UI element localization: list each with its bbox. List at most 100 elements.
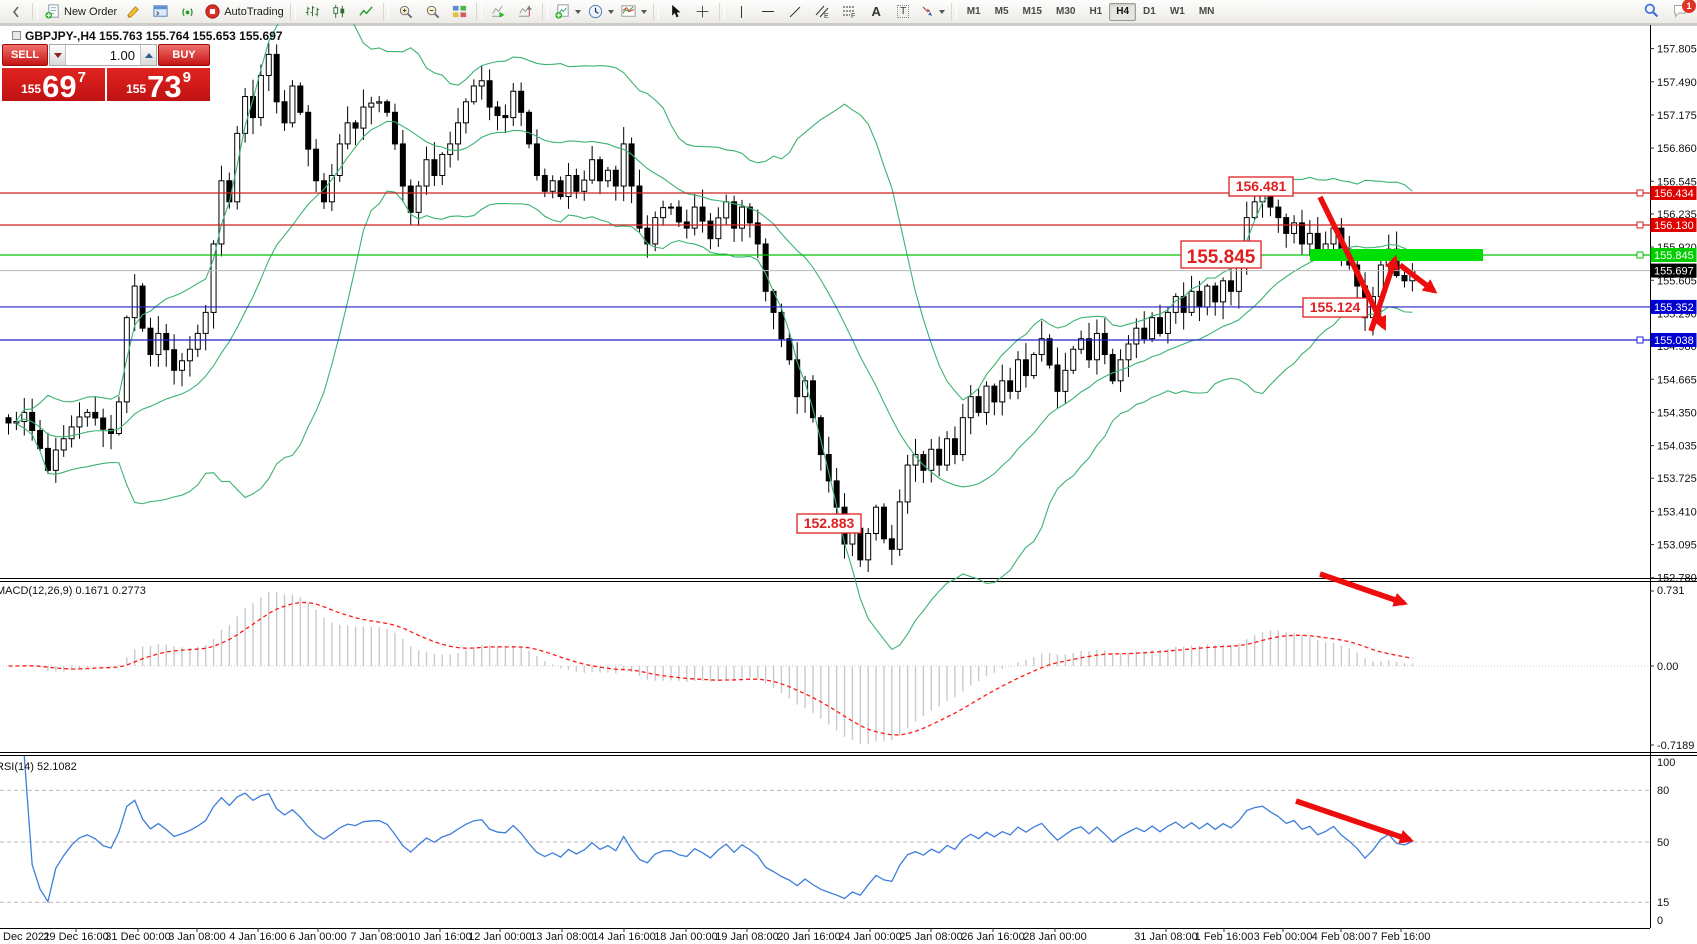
chevron-down-icon — [640, 9, 647, 14]
svg-text:156.545: 156.545 — [1657, 176, 1697, 188]
chevron-down-icon — [607, 9, 614, 14]
volume-increase-button[interactable] — [140, 45, 156, 65]
collapse-chevron-button[interactable] — [2, 0, 29, 23]
svg-text:0.731: 0.731 — [1657, 585, 1685, 597]
chevron-down-icon — [938, 9, 945, 14]
horizontal-line-button[interactable] — [755, 0, 782, 23]
svg-text:154.665: 154.665 — [1657, 374, 1697, 386]
signals-icon — [179, 3, 196, 20]
timeframe-m30-button[interactable]: M30 — [1055, 5, 1076, 17]
tile-windows-button[interactable] — [446, 0, 473, 23]
timeframe-h1-button[interactable]: H1 — [1089, 5, 1103, 17]
sell-button[interactable]: SELL — [2, 44, 48, 66]
svg-text:26 Jan 16:00: 26 Jan 16:00 — [961, 931, 1025, 943]
timeframe-m1-button[interactable]: M1 — [966, 5, 981, 17]
svg-text:0: 0 — [1657, 915, 1663, 927]
svg-text:0.00: 0.00 — [1657, 661, 1678, 673]
fibonacci-button[interactable]: F — [836, 0, 863, 23]
timeframe-d1-button[interactable]: D1 — [1143, 5, 1156, 17]
svg-text:29 Dec 16:00: 29 Dec 16:00 — [43, 931, 108, 943]
svg-text:1 Feb 16:00: 1 Feb 16:00 — [1195, 931, 1254, 943]
crosshair-button[interactable] — [689, 0, 716, 23]
zoom-out-icon — [424, 3, 441, 20]
svg-text:156.434: 156.434 — [1654, 188, 1694, 200]
toolbar-separator — [718, 3, 725, 20]
svg-text:Dec 2021: Dec 2021 — [3, 931, 50, 943]
svg-text:155.605: 155.605 — [1657, 275, 1697, 287]
bar-chart-button[interactable] — [299, 0, 326, 23]
auto-scroll-icon — [490, 3, 507, 20]
timeframe-mn-button[interactable]: MN — [1198, 5, 1215, 17]
svg-text:31 Jan 08:00: 31 Jan 08:00 — [1134, 931, 1198, 943]
templates-button[interactable] — [617, 0, 650, 23]
svg-text:10 Jan 16:00: 10 Jan 16:00 — [408, 931, 472, 943]
svg-text:153.410: 153.410 — [1657, 506, 1697, 518]
text-button[interactable]: A — [863, 0, 890, 23]
notifications-icon[interactable]: 1 — [1672, 0, 1696, 24]
svg-text:6 Jan 00:00: 6 Jan 00:00 — [289, 931, 347, 943]
tile-windows-icon — [451, 3, 468, 20]
timeframe-h4-button[interactable]: H4 — [1109, 2, 1137, 21]
terminal-button[interactable] — [147, 0, 174, 23]
svg-text:157.175: 157.175 — [1657, 110, 1697, 122]
autotrading-button[interactable]: AutoTrading — [201, 0, 287, 23]
svg-text:80: 80 — [1657, 785, 1669, 797]
rsi-indicator: RSI(14) 52.1082 100 80 50 15 0 — [0, 755, 1675, 927]
vertical-line-button[interactable] — [728, 0, 755, 23]
sell-price-pip: 7 — [77, 69, 86, 86]
chart-window-icon — [12, 31, 21, 40]
svg-text:F: F — [851, 13, 855, 19]
trendline-button[interactable] — [782, 0, 809, 23]
svg-text:153.725: 153.725 — [1657, 473, 1697, 485]
cursor-button[interactable] — [662, 0, 689, 23]
search-icon[interactable] — [1643, 2, 1660, 24]
new-chart-button[interactable] — [551, 0, 584, 23]
chart-shift-button[interactable] — [512, 0, 539, 23]
arrows-button[interactable] — [917, 0, 948, 23]
timeframe-m5-button[interactable]: M5 — [994, 5, 1009, 17]
volume-stepper — [49, 44, 157, 66]
styler-button[interactable] — [120, 0, 147, 23]
toolbar-separator — [541, 3, 548, 20]
svg-text:4 Jan 16:00: 4 Jan 16:00 — [229, 931, 287, 943]
svg-text:157.490: 157.490 — [1657, 77, 1697, 89]
svg-text:3 Jan 08:00: 3 Jan 08:00 — [168, 931, 226, 943]
line-chart-button[interactable] — [353, 0, 380, 23]
svg-text:152.883: 152.883 — [804, 515, 855, 531]
signals-button[interactable] — [174, 0, 201, 23]
chart-shift-icon — [517, 3, 534, 20]
svg-text:154.350: 154.350 — [1657, 407, 1697, 419]
timeframe-w1-button[interactable]: W1 — [1169, 5, 1185, 17]
volume-decrease-button[interactable] — [50, 45, 66, 65]
equidistant-channel-icon: E — [815, 4, 830, 19]
timeframe-m15-button[interactable]: M15 — [1022, 5, 1042, 17]
buy-price-main: 73 — [147, 69, 182, 104]
autotrading-icon — [204, 3, 221, 20]
svg-text:E: E — [824, 13, 829, 19]
periods-button[interactable] — [584, 0, 617, 23]
volume-input[interactable] — [66, 45, 140, 65]
text-label-icon: T — [897, 5, 910, 18]
arrows-icon — [920, 4, 935, 19]
auto-scroll-button[interactable] — [485, 0, 512, 23]
trade-controls-row: SELL BUY — [2, 44, 210, 66]
zoom-out-button[interactable] — [419, 0, 446, 23]
svg-text:156.235: 156.235 — [1657, 209, 1697, 221]
buy-price-quote[interactable]: 155 73 9 — [107, 68, 210, 104]
buy-button[interactable]: BUY — [158, 44, 210, 66]
candle-chart-button[interactable] — [326, 0, 353, 23]
new-order-button[interactable]: New Order — [41, 0, 120, 23]
crosshair-icon — [695, 4, 710, 19]
text-label-button[interactable]: T — [890, 0, 917, 23]
toolbar-right: 1 — [1643, 0, 1696, 24]
equidistant-channel-button[interactable]: E — [809, 0, 836, 23]
svg-text:155.845: 155.845 — [1187, 247, 1256, 268]
new-chart-icon — [554, 3, 571, 20]
bar-chart-icon — [304, 3, 321, 20]
toolbar-separator — [950, 3, 957, 20]
sell-price-quote[interactable]: 155 69 7 — [2, 68, 105, 102]
svg-text:13 Jan 08:00: 13 Jan 08:00 — [530, 931, 594, 943]
zoom-in-button[interactable] — [392, 0, 419, 23]
